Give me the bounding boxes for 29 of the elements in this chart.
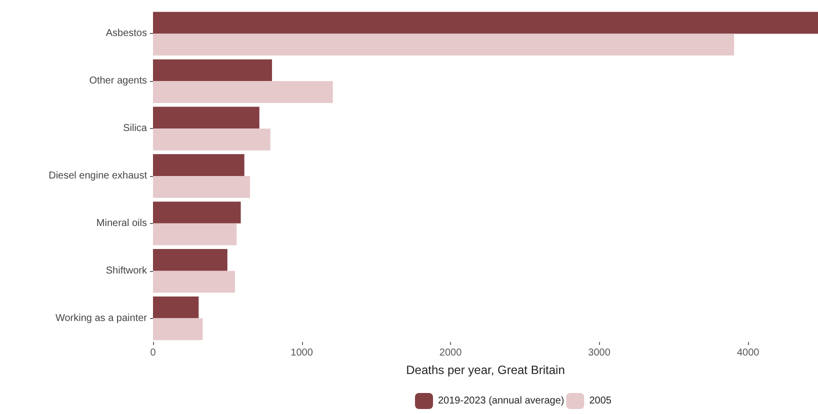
bar <box>153 270 235 293</box>
bar <box>153 106 260 129</box>
x-tick-label: 0 <box>150 348 156 358</box>
x-tick-label: 2000 <box>439 348 462 358</box>
bar <box>153 296 199 318</box>
bar <box>153 176 250 198</box>
x-tick-label: 1000 <box>290 348 314 358</box>
bar <box>153 202 241 224</box>
y-tick-label: Other agents <box>89 76 147 87</box>
bar <box>153 318 203 340</box>
bar <box>153 154 244 176</box>
y-tick-label: Shiftwork <box>106 265 148 276</box>
bar <box>153 81 333 103</box>
x-tick-label: 3000 <box>588 348 611 358</box>
bar <box>153 249 228 271</box>
x-axis-title: Deaths per year, Great Britain <box>406 363 565 377</box>
bar <box>153 128 270 150</box>
bar <box>153 59 272 82</box>
legend-label: 2019-2023 (annual average) <box>438 396 564 406</box>
bar <box>153 223 237 246</box>
y-tick-label: Asbestos <box>106 28 147 40</box>
bar <box>153 34 734 56</box>
bar <box>153 12 818 34</box>
y-tick-label: Working as a painter <box>55 312 148 324</box>
y-tick-label: Mineral oils <box>96 218 147 229</box>
x-tick-label: 4000 <box>736 348 760 358</box>
legend-label: 2005 <box>589 396 612 406</box>
y-tick-label: Diesel engine exhaust <box>48 170 148 182</box>
y-tick-label: Silica <box>123 123 148 134</box>
